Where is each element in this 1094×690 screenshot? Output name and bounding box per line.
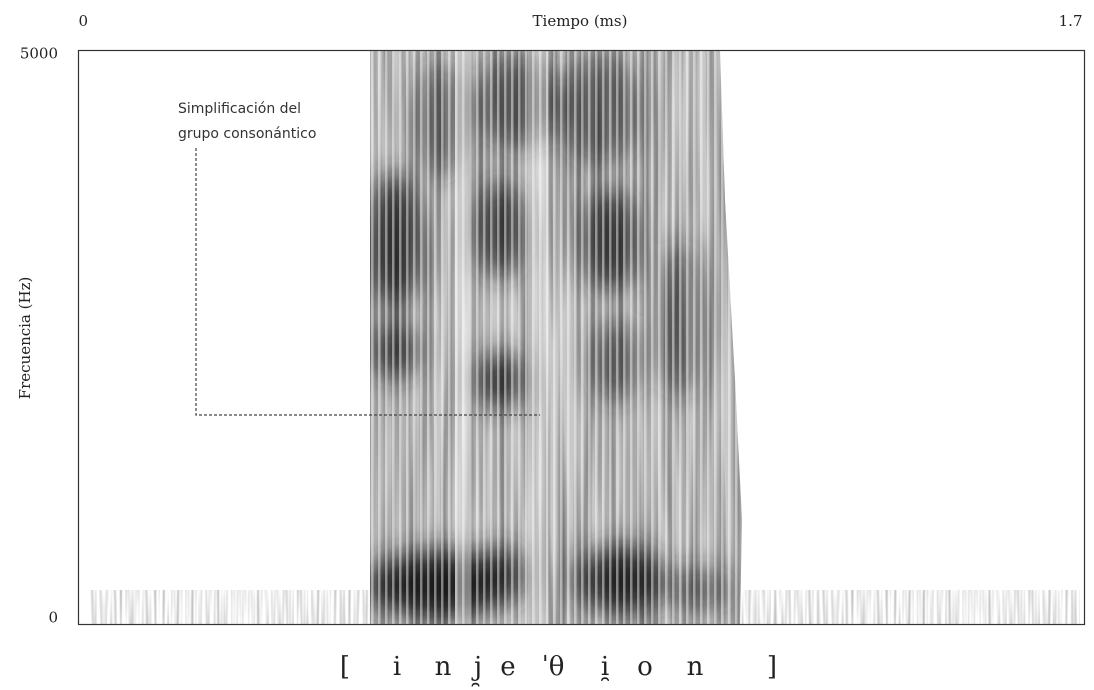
x-tick-label: 1.7 [1059,12,1083,30]
x-axis-label: Tiempo (ms) [533,12,628,30]
y-axis-label: Frecuencia (Hz) [16,277,34,400]
transcription-segment: o [637,652,653,682]
transcription-segment: e [500,652,515,682]
y-tick-label: 0 [48,609,58,627]
spectrogram [79,51,1084,624]
plot-frame [77,49,1086,626]
transcription-segment: i̯ [601,652,610,682]
transcription-segment: n [435,652,452,682]
transcription-segment: i [393,652,401,682]
annotation: Simplificación del [178,101,301,117]
transcription-segment: n [687,652,704,682]
annotation-leader [195,148,540,416]
transcription-segment: ˈθ [542,652,565,682]
y-tick-label: 5000 [20,45,58,63]
annotation: grupo consonántico [178,126,316,142]
transcription-segment: [ [340,652,350,682]
transcription-segment: ] [767,652,777,682]
x-tick-label: 0 [79,12,89,30]
transcription-segment: j̯ [471,652,482,686]
